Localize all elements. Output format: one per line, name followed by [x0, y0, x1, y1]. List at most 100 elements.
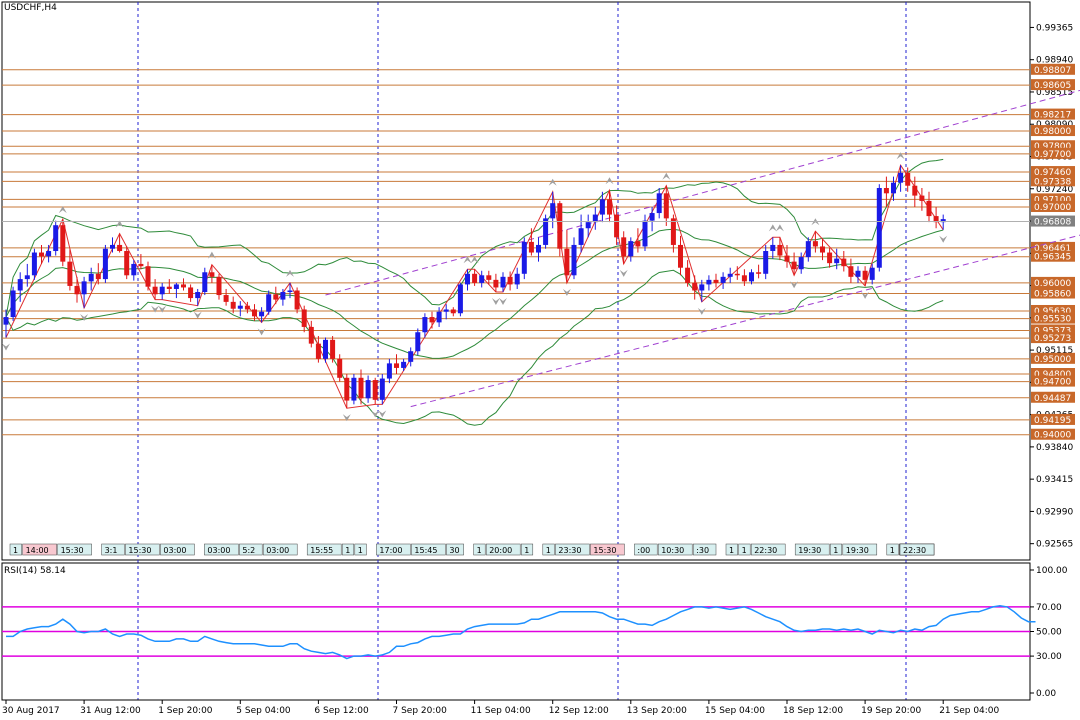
time-tick-label: 6 Sep 12:00: [314, 706, 369, 716]
candle-bear: [344, 377, 350, 401]
price-tick-label: 0.97240: [1036, 185, 1073, 195]
session-tag-box: [692, 543, 717, 556]
level-label: 0.98217: [1034, 111, 1071, 121]
last-price-label: 0.96808: [1034, 218, 1071, 228]
session-tag-label: 1: [13, 546, 18, 555]
fractal-down-arrow: [619, 269, 628, 277]
level-label: 0.97000: [1034, 203, 1071, 213]
candle-bull: [10, 290, 16, 318]
fractal-up-arrow: [768, 224, 777, 232]
level-label: 0.97700: [1034, 150, 1071, 160]
fractal-up-arrow: [896, 152, 905, 160]
fractal-down-arrow: [697, 307, 706, 315]
candle-bear: [812, 241, 818, 247]
session-tag-label: 1: [345, 546, 350, 555]
candle-bull: [749, 272, 754, 282]
candle-bull: [642, 220, 648, 247]
candle-bear: [188, 287, 194, 299]
bollinger-upper: [5, 158, 944, 318]
candle-bear: [372, 380, 378, 400]
level-label: 0.94487: [1034, 394, 1071, 404]
session-tag-label: 10:30: [661, 546, 684, 555]
session-tag-box: [262, 543, 298, 556]
session-tag-label: 1: [833, 546, 838, 555]
time-tick-label: 11 Sep 04:00: [471, 706, 531, 716]
candle-bear: [330, 339, 336, 359]
session-tag-label: 03:00: [207, 546, 230, 555]
candle-bear: [337, 358, 343, 378]
candle-bear: [39, 252, 44, 257]
fractal-up-arrow: [662, 172, 671, 180]
fractal-down-arrow: [861, 291, 870, 299]
session-tag-box: [829, 543, 843, 556]
session-tag-label: 5:2: [242, 546, 255, 555]
candle-bull: [202, 272, 208, 293]
level-label: 0.94700: [1034, 378, 1071, 388]
session-tag-box: [160, 543, 195, 556]
candle-bull: [81, 281, 87, 295]
session-tag-label: 15:30: [128, 546, 151, 555]
level-label: 0.97800: [1034, 142, 1071, 152]
level-label: 0.96345: [1034, 253, 1071, 263]
time-tick-label: 31 Aug 12:00: [80, 706, 141, 716]
rsi-line: [6, 604, 1036, 660]
candle-bear: [273, 294, 279, 300]
fractal-down-arrow: [80, 313, 89, 321]
level-label-box: [1031, 140, 1075, 152]
candle-bear: [294, 290, 300, 310]
level-label-box: [1031, 368, 1075, 379]
candle-bear: [614, 214, 620, 238]
session-tag-box: [101, 543, 125, 556]
level-label: 0.97338: [1034, 177, 1071, 187]
session-tag-label: 15:45: [414, 546, 437, 555]
fractal-down-arrow: [499, 298, 507, 306]
level-label: 0.95630: [1034, 307, 1071, 317]
rsi-tick-label: 50.00: [1036, 628, 1062, 638]
candle-bull: [550, 203, 556, 219]
price-tick-label: 0.98940: [1036, 56, 1073, 66]
time-tick-label: 21 Sep 04:00: [939, 706, 999, 716]
level-label: 0.94000: [1034, 431, 1071, 441]
candle-bull: [798, 257, 804, 270]
session-tag-label: :00: [637, 546, 650, 555]
level-label-box: [1031, 324, 1075, 336]
candle-bear: [912, 185, 918, 196]
price-tick-label: 0.95115: [1036, 346, 1073, 356]
level-label: 0.96461: [1034, 244, 1071, 254]
session-tag-box: [886, 543, 899, 556]
candle-bear: [528, 241, 534, 253]
fractal-down-arrow: [491, 298, 500, 306]
level-label: 0.95373: [1034, 326, 1071, 336]
last-price-box: [1031, 215, 1075, 227]
price-tick-label: 0.99365: [1036, 23, 1073, 33]
candle-bull: [500, 276, 506, 288]
level-label: 0.95860: [1034, 290, 1071, 300]
session-tag-box: [842, 543, 878, 556]
candle-bear: [74, 285, 80, 295]
session-tag-label: 1: [890, 546, 895, 555]
level-label-box: [1031, 63, 1075, 75]
session-tag-box: [354, 543, 367, 556]
candle-bear: [784, 255, 790, 262]
fractal-down-arrow: [342, 414, 351, 422]
candle-bear: [883, 188, 889, 194]
candle-bull: [110, 244, 115, 249]
candle-bull: [699, 284, 705, 291]
candle-bull: [46, 251, 52, 257]
candle-bear: [216, 276, 222, 296]
candle-bear: [678, 244, 683, 268]
fractal-up-arrow: [58, 206, 67, 214]
candle-bear: [166, 286, 172, 289]
candle-bear: [358, 377, 364, 399]
candle-bull: [159, 286, 165, 295]
candle-bull: [891, 182, 896, 194]
candle-bear: [486, 275, 492, 280]
fractal-down-arrow: [371, 410, 380, 418]
session-tag-box: [750, 543, 786, 556]
candle-bear: [670, 218, 676, 245]
level-label-box: [1031, 250, 1075, 262]
candle-bull: [24, 275, 30, 280]
session-tag-box: [725, 543, 738, 556]
candle-bear: [394, 363, 399, 368]
